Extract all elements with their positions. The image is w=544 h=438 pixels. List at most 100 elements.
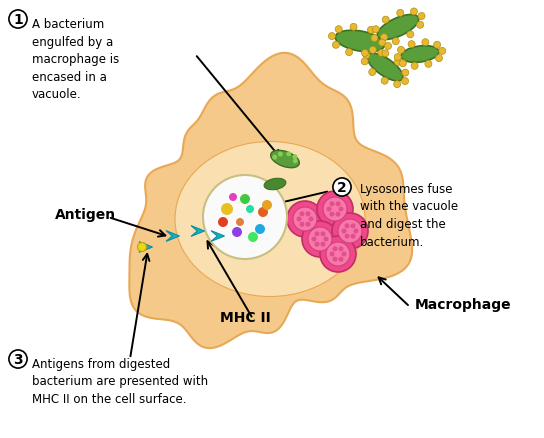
Circle shape — [385, 43, 392, 50]
Circle shape — [293, 159, 298, 164]
Circle shape — [293, 155, 298, 160]
Circle shape — [221, 204, 233, 215]
Circle shape — [394, 54, 401, 61]
Text: Antigens from digested
bacterium are presented with
MHC II on the cell surface.: Antigens from digested bacterium are pre… — [32, 357, 208, 405]
Circle shape — [278, 152, 283, 157]
Circle shape — [401, 78, 409, 85]
Circle shape — [345, 49, 353, 57]
Ellipse shape — [264, 179, 286, 190]
Circle shape — [258, 208, 268, 218]
Circle shape — [342, 229, 347, 234]
Text: Antigen: Antigen — [55, 208, 116, 222]
Circle shape — [439, 48, 446, 55]
Circle shape — [338, 257, 343, 262]
Circle shape — [363, 53, 370, 60]
Text: MHC II: MHC II — [220, 310, 270, 324]
Circle shape — [320, 237, 356, 272]
Text: Macrophage: Macrophage — [415, 297, 511, 311]
Circle shape — [338, 219, 362, 244]
Circle shape — [330, 212, 335, 217]
Circle shape — [203, 176, 287, 259]
Circle shape — [218, 218, 228, 227]
Polygon shape — [191, 226, 205, 237]
Circle shape — [232, 227, 242, 237]
Circle shape — [381, 35, 387, 42]
Circle shape — [372, 27, 379, 34]
Circle shape — [398, 47, 405, 54]
Circle shape — [422, 39, 429, 46]
Circle shape — [379, 40, 386, 47]
Circle shape — [330, 252, 335, 257]
Circle shape — [262, 201, 272, 211]
Circle shape — [397, 11, 404, 17]
Circle shape — [296, 217, 301, 222]
Circle shape — [371, 35, 378, 42]
Ellipse shape — [367, 54, 403, 82]
Circle shape — [314, 232, 319, 237]
Circle shape — [367, 27, 374, 34]
Circle shape — [306, 212, 311, 217]
Text: A bacterium
engulfed by a
macrophage is
encased in a
vacuole.: A bacterium engulfed by a macrophage is … — [32, 18, 119, 101]
Circle shape — [392, 39, 399, 46]
Circle shape — [293, 208, 317, 231]
Circle shape — [411, 9, 417, 16]
Ellipse shape — [377, 15, 419, 40]
Circle shape — [369, 69, 376, 76]
Ellipse shape — [335, 31, 385, 53]
Ellipse shape — [271, 151, 299, 168]
Circle shape — [381, 78, 388, 85]
Ellipse shape — [401, 46, 439, 63]
Circle shape — [326, 207, 331, 212]
Circle shape — [317, 191, 353, 227]
Ellipse shape — [175, 142, 365, 297]
Circle shape — [326, 243, 350, 266]
Circle shape — [312, 237, 317, 242]
Circle shape — [314, 242, 319, 247]
Circle shape — [394, 60, 401, 66]
Circle shape — [417, 22, 424, 29]
Text: 3: 3 — [13, 352, 23, 366]
Circle shape — [302, 222, 338, 258]
Text: Lysosomes fuse
with the vacuole
and digest the
bacterium.: Lysosomes fuse with the vacuole and dige… — [360, 183, 458, 248]
Polygon shape — [166, 231, 180, 242]
Circle shape — [330, 202, 335, 207]
Circle shape — [336, 202, 341, 207]
Circle shape — [335, 27, 342, 34]
Circle shape — [411, 63, 418, 70]
Circle shape — [407, 32, 414, 39]
Circle shape — [248, 233, 258, 243]
Text: 1: 1 — [13, 13, 23, 27]
Circle shape — [342, 252, 347, 257]
Circle shape — [344, 224, 349, 229]
Circle shape — [350, 234, 355, 239]
Circle shape — [308, 217, 313, 222]
Circle shape — [418, 14, 425, 21]
Circle shape — [236, 219, 244, 226]
Circle shape — [332, 247, 337, 252]
Circle shape — [329, 33, 336, 40]
Circle shape — [300, 222, 305, 227]
Circle shape — [382, 51, 389, 58]
Circle shape — [229, 194, 237, 201]
Circle shape — [286, 152, 291, 157]
Circle shape — [399, 60, 406, 67]
Circle shape — [336, 212, 341, 217]
Circle shape — [332, 257, 337, 262]
Circle shape — [338, 207, 343, 212]
Circle shape — [435, 56, 442, 63]
Circle shape — [378, 50, 385, 57]
Text: 2: 2 — [337, 180, 347, 194]
Polygon shape — [211, 231, 225, 242]
Circle shape — [332, 42, 339, 49]
Circle shape — [306, 222, 311, 227]
Polygon shape — [139, 242, 152, 253]
Circle shape — [338, 247, 343, 252]
Circle shape — [255, 225, 265, 234]
Circle shape — [287, 201, 323, 237]
Circle shape — [324, 237, 329, 242]
Circle shape — [394, 81, 401, 88]
Circle shape — [434, 42, 441, 49]
Circle shape — [320, 242, 325, 247]
Circle shape — [332, 213, 368, 249]
Polygon shape — [129, 54, 412, 348]
